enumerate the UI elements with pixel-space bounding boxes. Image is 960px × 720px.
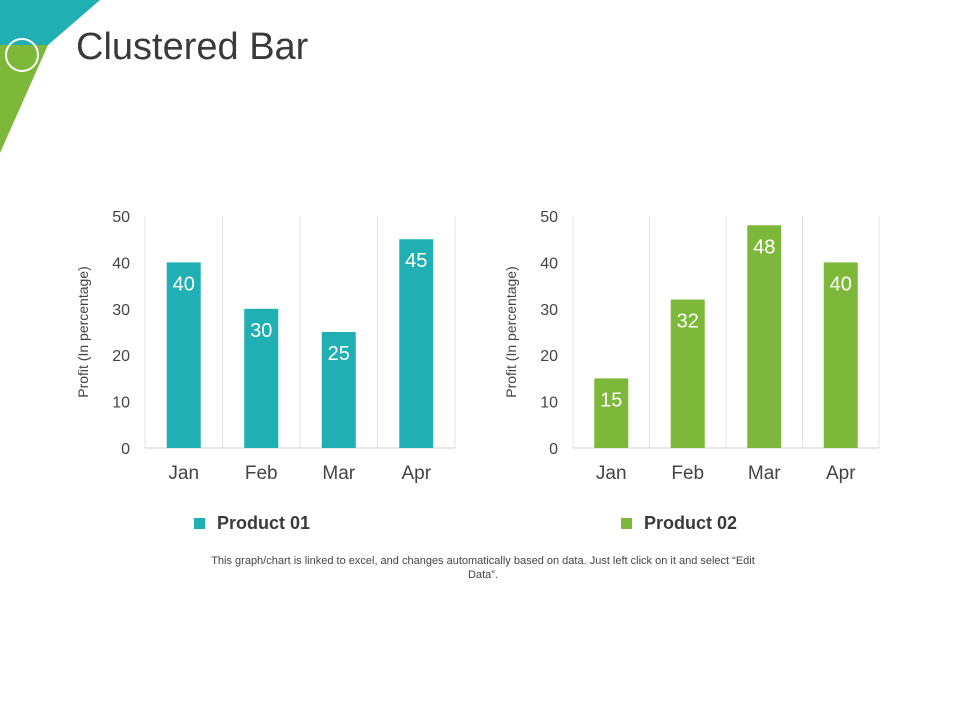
legend-swatch [194,518,205,529]
data-label: 25 [328,343,350,365]
legend-label: Product 01 [217,513,311,533]
y-axis-label: Profit (In percentage) [75,266,91,398]
y-tick-label: 40 [540,255,558,272]
x-tick-label: Mar [322,463,355,484]
x-tick-label: Feb [671,463,704,484]
chart-product-01: 0 10 20 30 40 50 Profit (In percentage) 40 Jan 30… [75,209,456,484]
circle-icon [5,38,39,72]
y-tick-label: 20 [112,348,130,365]
bar [747,225,782,448]
data-label: 40 [830,273,852,295]
bar [399,239,434,448]
chart-note: This graph/chart is linked to excel, and… [211,555,755,581]
y-tick-label: 0 [121,441,130,458]
bar [594,378,629,448]
legend-product-01: Product 01 [194,513,310,534]
data-label: 48 [753,236,775,258]
y-tick-label: 10 [112,395,130,412]
x-tick-label: Jan [168,463,199,484]
data-label: 15 [600,389,622,411]
bar [321,332,356,448]
legend-swatch [621,518,632,529]
bar [670,299,705,448]
legend-product-02: Product 02 [621,513,737,534]
y-tick-label: 50 [112,209,130,226]
x-tick-label: Jan [596,463,627,484]
data-label: 40 [173,273,195,295]
corner-decoration [0,0,100,153]
x-tick-label: Apr [826,463,856,484]
data-label: 32 [677,311,699,333]
data-label: 30 [250,320,272,342]
chart-product-02: 0 10 20 30 40 50 Profit (In percentage) 15 Jan 32… [503,209,880,484]
bar [244,308,279,448]
y-axis-label: Profit (In percentage) [503,266,519,398]
y-tick-label: 0 [549,441,558,458]
y-tick-label: 30 [540,302,558,319]
x-tick-label: Feb [245,463,278,484]
data-label: 45 [405,250,427,272]
x-tick-label: Mar [748,463,781,484]
bar [823,262,858,448]
y-tick-label: 40 [112,255,130,272]
y-tick-label: 30 [112,302,130,319]
y-tick-label: 50 [540,209,558,226]
y-tick-label: 20 [540,348,558,365]
y-tick-label: 10 [540,395,558,412]
page-title: Clustered Bar [76,26,309,68]
x-tick-label: Apr [401,463,431,484]
legend-label: Product 02 [644,513,738,533]
bar [166,262,201,448]
